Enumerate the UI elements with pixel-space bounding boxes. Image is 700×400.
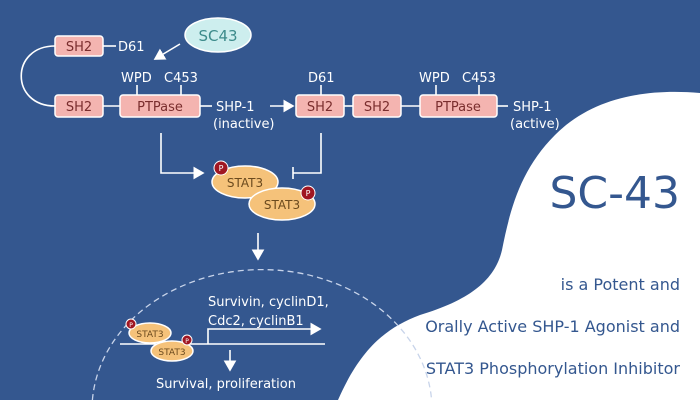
genes-line1: Survivin, cyclinD1, — [208, 295, 329, 310]
sh2-label: SH2 — [66, 40, 92, 55]
subtitle-line1: is a Potent and — [561, 275, 680, 294]
c453-label: C453 — [164, 71, 198, 86]
genes-line2: Cdc2, cyclinB1 — [208, 314, 304, 329]
stat3-label: STAT3 — [227, 176, 263, 190]
transcription-arrow — [207, 322, 322, 344]
phospho-icon — [300, 185, 316, 201]
stat3-1 — [211, 165, 279, 199]
sh2-loop — [20, 45, 56, 107]
ptpase-label: PTPase — [435, 100, 481, 115]
sh2-label: SH2 — [307, 100, 333, 115]
outcome-label: Survival, proliferation — [156, 377, 296, 392]
shp1-label: SHP-1 — [216, 100, 255, 115]
stat3-2 — [248, 187, 316, 221]
p-label: P — [219, 164, 224, 173]
active-label: (active) — [510, 117, 560, 132]
sc43-drug — [184, 17, 252, 53]
phospho-icon — [125, 318, 137, 330]
phosphorylation-arrow — [160, 133, 205, 180]
wpd-label: WPD — [121, 71, 152, 86]
drug-arrow — [153, 43, 181, 60]
stat3-label: STAT3 — [158, 348, 185, 358]
ptpase-label: PTPase — [137, 100, 183, 115]
white-panel — [338, 91, 700, 400]
p-label: P — [306, 189, 311, 198]
phospho-icon — [181, 334, 193, 346]
stat3-small-2 — [150, 340, 194, 362]
c453-label: C453 — [462, 71, 496, 86]
phospho-icon — [213, 160, 229, 176]
wpd-label: WPD — [419, 71, 450, 86]
p-label: P — [185, 338, 189, 345]
sh2-label: SH2 — [66, 100, 92, 115]
sh2-label: SH2 — [364, 100, 390, 115]
title: SC-43 — [549, 168, 680, 219]
subtitle-line2: Orally Active SHP-1 Agonist and — [425, 317, 680, 336]
drug-label: SC43 — [198, 27, 237, 45]
stat3-label: STAT3 — [136, 330, 163, 340]
inactive-label: (inactive) — [213, 117, 275, 132]
d61-label: D61 — [118, 40, 145, 55]
nucleus-boundary — [91, 268, 433, 400]
d61-label: D61 — [308, 71, 335, 86]
inhibition-line — [292, 133, 322, 179]
shp1-label: SHP-1 — [513, 100, 552, 115]
sh2-box-bottom — [54, 94, 104, 118]
stat3-small-1 — [128, 322, 172, 344]
p-label: P — [129, 322, 133, 329]
stat3-label: STAT3 — [264, 198, 300, 212]
sh2-box-top — [54, 35, 104, 57]
ptpase-box — [119, 94, 201, 118]
subtitle-line3: STAT3 Phosphorylation Inhibitor — [426, 359, 681, 378]
